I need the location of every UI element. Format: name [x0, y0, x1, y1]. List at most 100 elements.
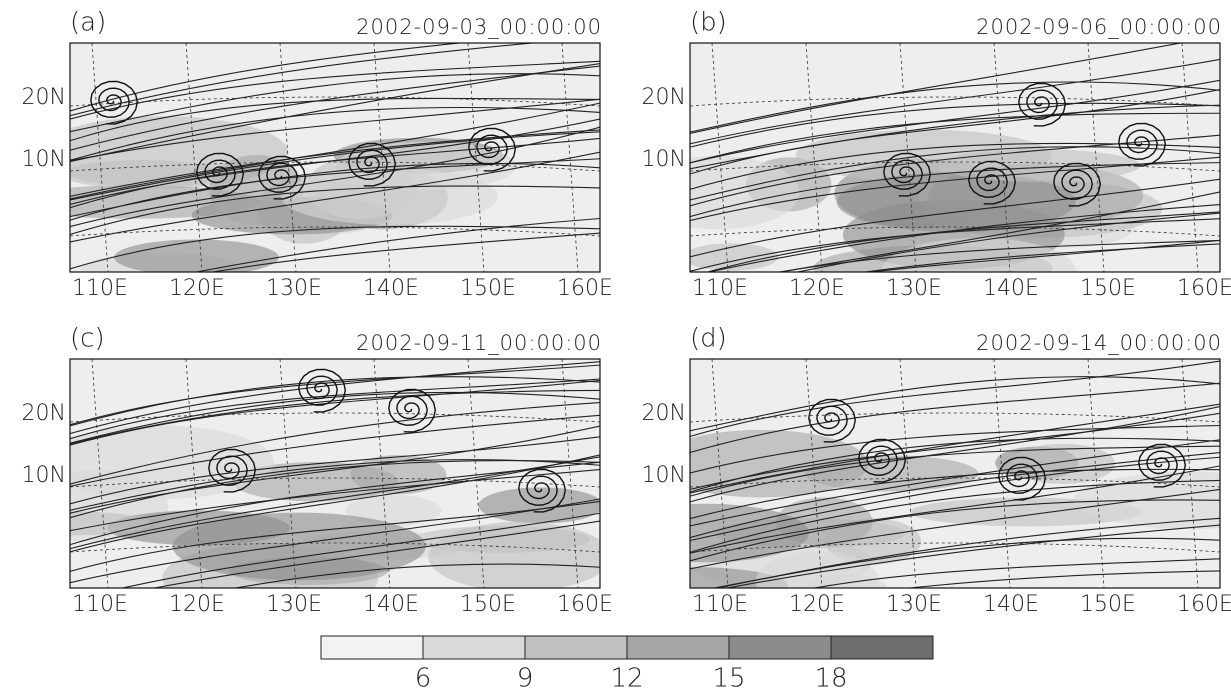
streamline — [70, 151, 600, 243]
lon-label: 150E — [1080, 592, 1136, 617]
streamline — [690, 499, 1220, 562]
shading — [345, 494, 442, 526]
lon-label: 110E — [72, 592, 128, 617]
colorbar-tick-label: 9 — [517, 664, 534, 693]
lon-label: 110E — [692, 592, 748, 617]
lat-label: 10N — [642, 147, 686, 172]
streamline — [209, 232, 600, 272]
lon-label: 140E — [363, 276, 419, 301]
streamline — [690, 437, 1220, 493]
panel-date: 2002-09-03_00:00:00 — [356, 15, 602, 39]
parallel — [70, 542, 600, 553]
streamline — [690, 89, 1220, 175]
map-panel: (a) 2002-09-03_00:00:00 20N 10N 110E 120E 130E… — [22, 8, 613, 302]
vortex — [1118, 122, 1167, 167]
vortex — [90, 80, 139, 125]
streamline — [70, 43, 465, 112]
lat-label: 10N — [22, 147, 66, 172]
streamline — [690, 488, 1220, 570]
map-content — [70, 359, 600, 588]
parallel — [70, 412, 600, 423]
panel-label: (a) — [70, 8, 106, 38]
meridian — [711, 359, 729, 588]
streamline — [690, 79, 1220, 164]
streamline — [70, 469, 600, 532]
meridian — [805, 43, 823, 272]
colorbar-tick-label: 12 — [610, 664, 643, 693]
lon-label: 150E — [460, 276, 516, 301]
map-frame — [69, 358, 601, 589]
meridian — [711, 43, 729, 272]
colorbar-box — [422, 635, 526, 660]
streamline — [794, 212, 1220, 272]
meridian — [373, 359, 391, 588]
vortex — [808, 398, 857, 443]
meridian — [899, 43, 917, 272]
lon-label: 130E — [266, 592, 322, 617]
meridian — [899, 359, 917, 588]
colorbar-box — [524, 635, 628, 660]
streamline — [690, 382, 1220, 454]
streamline — [70, 73, 600, 133]
shading — [70, 159, 223, 189]
meridian — [993, 359, 1011, 588]
streamline — [70, 436, 600, 505]
lon-label: 160E — [557, 592, 613, 617]
streamline — [690, 146, 1220, 201]
lat-label: 10N — [22, 463, 66, 488]
streamline — [690, 58, 1220, 145]
colorbar-box — [728, 635, 832, 660]
parallel — [70, 477, 600, 488]
streamline — [70, 500, 600, 572]
meridian — [1181, 359, 1199, 588]
parallel — [690, 96, 1220, 107]
streamline — [690, 424, 1220, 474]
lon-label: 160E — [1177, 592, 1231, 617]
vortex — [1138, 443, 1187, 488]
streamline — [70, 454, 600, 553]
streamline — [706, 203, 1220, 272]
meridian — [993, 43, 1011, 272]
panel-label: (d) — [690, 324, 727, 354]
streamline — [70, 459, 600, 511]
streamline — [724, 524, 1220, 588]
parallel — [70, 96, 600, 107]
colorbar-box — [626, 635, 730, 660]
panel-date: 2002-09-14_00:00:00 — [976, 331, 1222, 355]
parallel — [70, 226, 600, 237]
streamline — [70, 102, 600, 200]
shading — [690, 243, 779, 271]
streamline — [70, 456, 600, 550]
vortex — [518, 468, 567, 513]
meridian — [373, 43, 391, 272]
streamline — [70, 389, 600, 445]
map-content — [690, 359, 1220, 588]
map-panel: (b) 2002-09-06_00:00:00 20N 10N 110E 120E 130E… — [642, 8, 1231, 302]
streamline — [70, 131, 600, 201]
streamline — [70, 118, 600, 205]
streamline — [70, 414, 600, 487]
map-frame — [689, 42, 1221, 273]
streamline — [70, 185, 600, 236]
streamline — [70, 378, 600, 440]
meridian — [1087, 359, 1105, 588]
streamline — [690, 456, 1220, 542]
meridian — [91, 359, 109, 588]
vortex — [1053, 162, 1102, 207]
parallel — [690, 542, 1220, 553]
vortex — [298, 368, 347, 413]
streamline — [777, 191, 1220, 272]
streamline — [904, 570, 1220, 588]
shading — [938, 149, 1141, 182]
vortex — [858, 438, 907, 483]
panel-date: 2002-09-11_00:00:00 — [356, 331, 602, 355]
meridian — [185, 43, 203, 272]
streamline — [70, 62, 600, 163]
streamline — [690, 465, 1220, 554]
streamline — [70, 402, 600, 485]
lon-label: 150E — [460, 592, 516, 617]
streamline — [690, 376, 1220, 432]
meridian — [467, 43, 485, 272]
meridian — [805, 359, 823, 588]
